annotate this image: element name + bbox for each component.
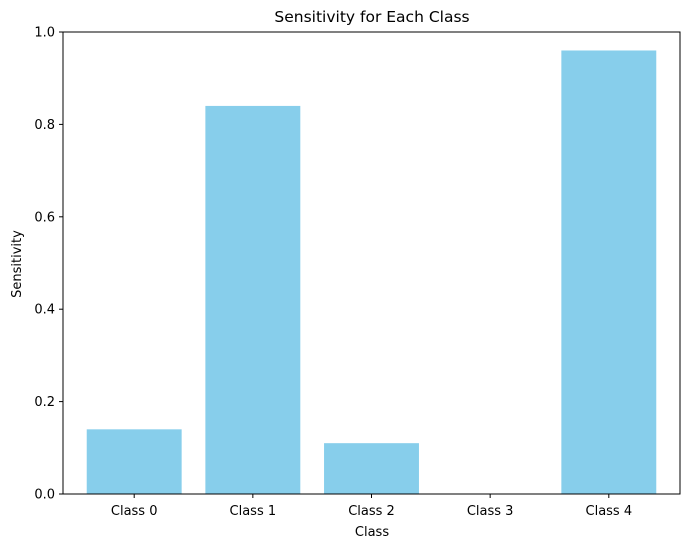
bar-class-1: [205, 105, 301, 495]
x-tick-label: Class 4: [586, 504, 633, 519]
bar-class-0: [86, 429, 182, 494]
bars-layer: [86, 50, 657, 495]
x-tick-label: Class 1: [230, 504, 277, 519]
y-tick-label: 0.4: [34, 303, 55, 318]
x-tick-label: Class 0: [111, 504, 158, 519]
y-axis-label: Sensitivity: [10, 230, 25, 298]
chart-title: Sensitivity for Each Class: [274, 8, 469, 26]
x-tick-label: Class 2: [348, 504, 395, 519]
y-tick-label: 0.2: [34, 395, 55, 410]
y-tick-label: 0.0: [34, 488, 55, 503]
x-tick-label: Class 3: [467, 504, 514, 519]
bar-class-4: [561, 50, 657, 494]
y-tick-label: 0.8: [34, 118, 55, 133]
y-tick-label: 1.0: [34, 26, 55, 41]
x-axis-label: Class: [355, 525, 389, 540]
axes-layer: 0.0 0.2 0.4 0.6 0.8 1.0 Class 0 Class 1 Class 2 C…: [34, 26, 681, 519]
y-tick-label: 0.6: [34, 210, 55, 225]
bar-class-2: [324, 443, 419, 494]
